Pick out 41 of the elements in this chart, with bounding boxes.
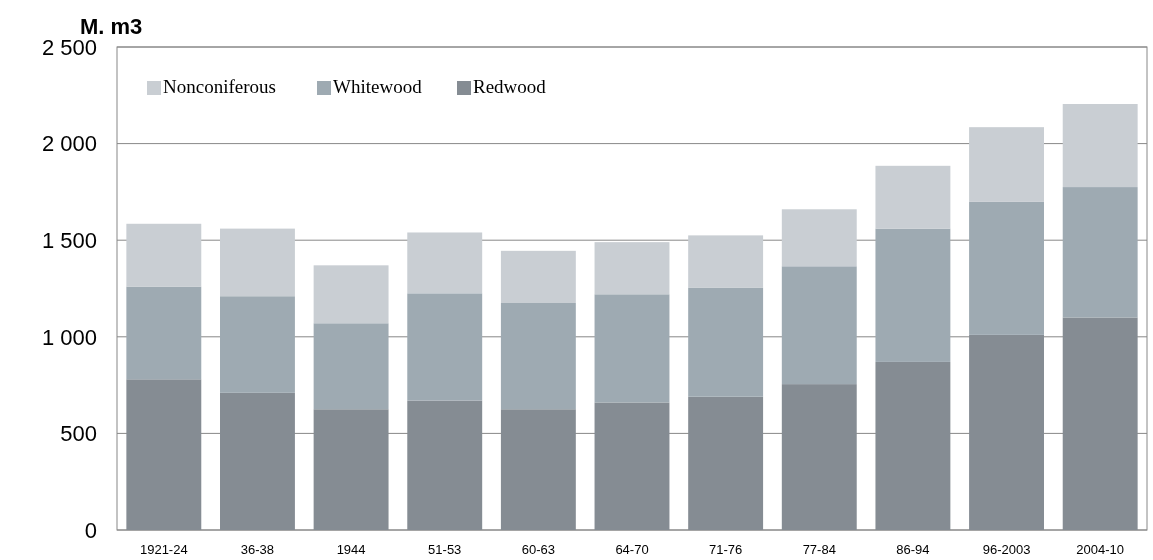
legend-label: Nonconiferous	[163, 76, 276, 97]
bar	[313, 323, 389, 410]
bar	[781, 209, 857, 267]
legend-label: Whitewood	[333, 76, 423, 97]
y-tick-label: 500	[60, 421, 97, 447]
bar	[594, 242, 670, 295]
bar	[407, 293, 483, 401]
x-tick-label: 51-53	[428, 542, 462, 557]
legend-label: Redwood	[473, 76, 547, 97]
bar	[875, 165, 951, 229]
x-tick-label: 1944	[336, 542, 366, 557]
bar	[407, 232, 483, 294]
y-tick-label: 1 000	[41, 324, 97, 350]
bar	[969, 127, 1044, 202]
x-tick-label: 2004-10	[1076, 542, 1125, 557]
bar	[313, 265, 389, 324]
x-tick-label: 71-76	[709, 542, 743, 557]
x-tick-label: 64-70	[615, 542, 649, 557]
x-tick-label: 86-94	[896, 542, 930, 557]
y-tick-label: 0	[84, 517, 97, 543]
x-tick-label: 96-2003	[982, 542, 1031, 557]
bar	[1062, 103, 1138, 188]
x-tick-label: 36-38	[240, 542, 275, 557]
bar	[969, 201, 1044, 335]
bar	[781, 266, 857, 385]
bar	[500, 250, 576, 303]
bar	[688, 235, 764, 288]
x-tick-label: 60-63	[521, 542, 555, 557]
bar	[594, 294, 670, 403]
bar	[500, 302, 576, 410]
bar	[220, 228, 295, 297]
bar	[1062, 187, 1138, 318]
bar	[126, 223, 202, 287]
x-tick-label: 77-84	[802, 542, 836, 557]
bar	[220, 296, 295, 393]
bar	[688, 287, 764, 397]
y-tick-label: 2 000	[41, 131, 97, 157]
x-tick-label: 1921-24	[139, 542, 188, 557]
bar	[126, 286, 202, 380]
bar	[875, 228, 951, 362]
y-tick-label: 1 500	[41, 227, 97, 253]
